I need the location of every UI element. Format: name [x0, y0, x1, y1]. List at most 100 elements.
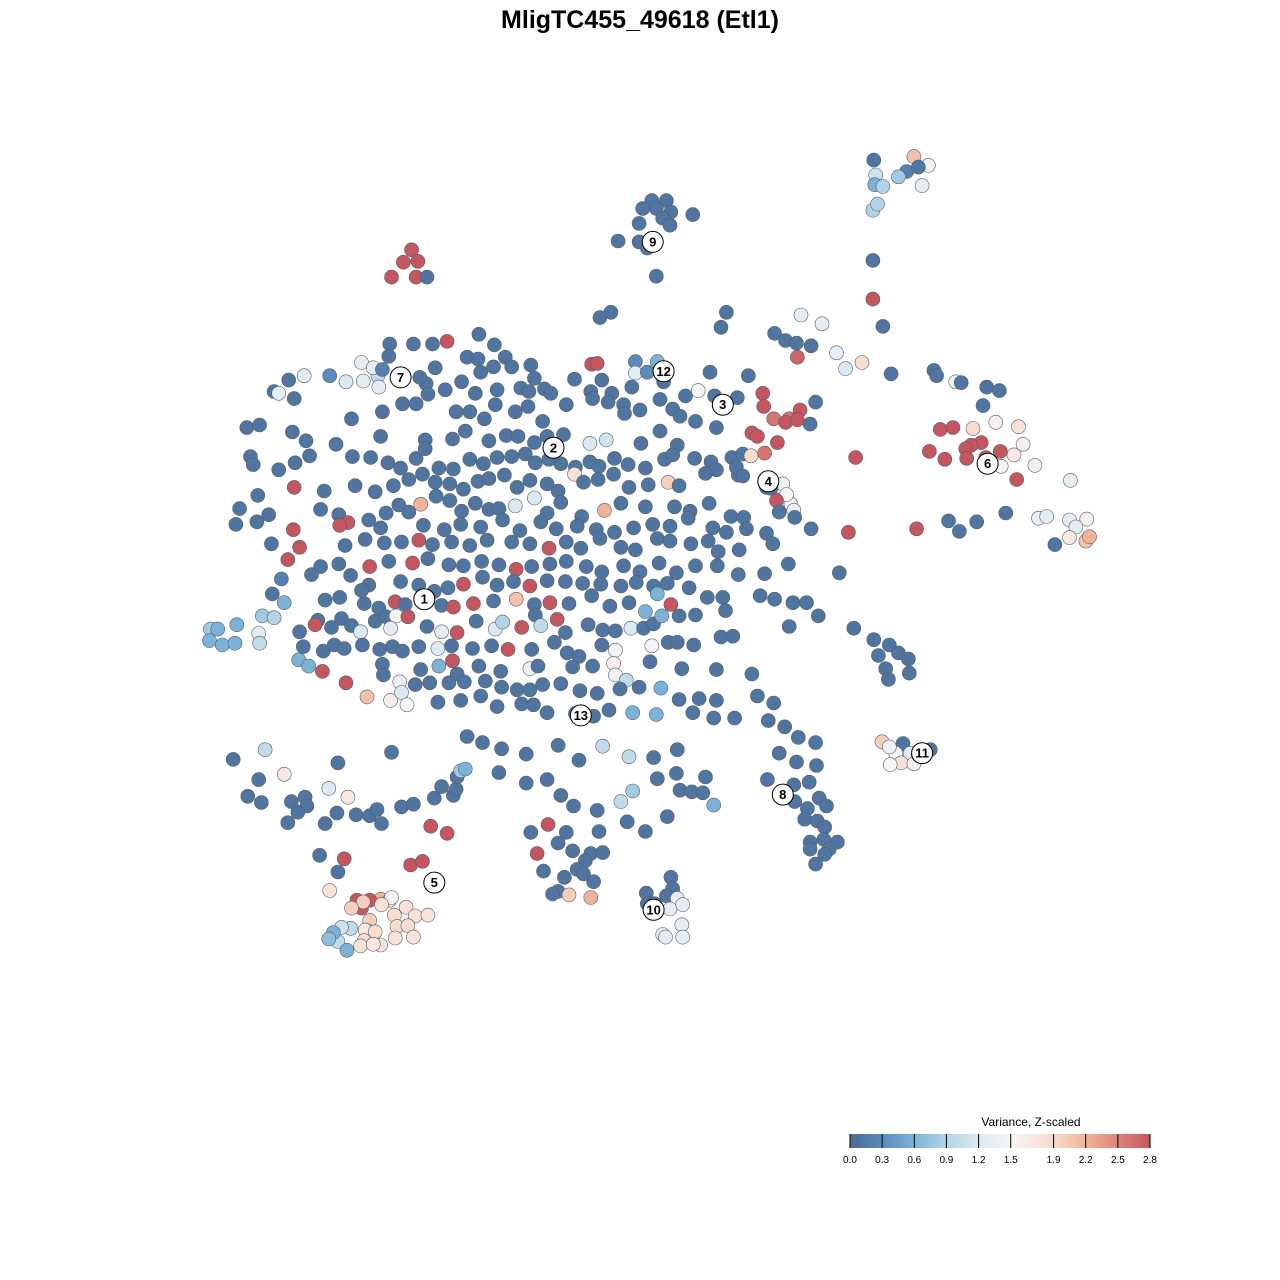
cell-point	[575, 576, 590, 591]
cell-point	[384, 890, 399, 905]
cell-point	[286, 391, 302, 406]
cell-point	[750, 688, 765, 704]
cell-point	[760, 713, 776, 728]
cell-point	[456, 481, 471, 497]
cell-point	[523, 825, 539, 840]
cell-point	[755, 385, 771, 401]
cell-point	[709, 662, 724, 677]
cluster-label: 10	[642, 898, 665, 921]
cell-point	[808, 735, 823, 750]
cell-point	[266, 610, 282, 626]
cell-point	[468, 613, 484, 629]
cell-point	[304, 567, 319, 582]
cell-point	[397, 597, 413, 612]
cell-point	[803, 521, 819, 537]
cell-point	[232, 501, 247, 516]
cell-point	[355, 373, 371, 389]
cell-point	[504, 534, 520, 550]
cell-point	[430, 641, 446, 656]
cell-point	[608, 623, 623, 639]
cell-point	[1047, 537, 1063, 552]
cell-point	[638, 460, 653, 476]
cell-point	[491, 765, 507, 780]
cell-point	[257, 742, 273, 758]
cluster-label-marker	[389, 366, 412, 389]
cell-point	[556, 427, 571, 442]
cell-point	[264, 536, 279, 552]
cell-point	[393, 460, 408, 476]
cell-point	[632, 402, 648, 418]
cell-point	[362, 559, 378, 574]
cell-point	[384, 744, 399, 760]
cell-point	[321, 781, 337, 796]
cell-point	[375, 362, 390, 377]
cell-point	[709, 558, 725, 574]
cell-point	[487, 397, 503, 413]
cell-point	[512, 523, 528, 538]
cell-point	[580, 617, 596, 633]
cell-point	[743, 448, 759, 464]
cell-point	[540, 817, 556, 832]
cell-point	[573, 540, 589, 556]
cell-point	[446, 461, 461, 477]
cell-point	[760, 772, 775, 787]
cell-point	[569, 518, 585, 534]
cell-point	[439, 334, 455, 349]
cell-point	[802, 841, 818, 857]
cell-point	[405, 555, 420, 571]
cell-point	[665, 447, 681, 463]
cell-point	[518, 746, 534, 762]
cell-point	[280, 552, 296, 567]
cell-point	[594, 637, 610, 653]
cell-point	[347, 478, 363, 494]
cell-point	[591, 458, 607, 474]
cell-point	[865, 253, 881, 268]
cluster-label-marker	[569, 704, 592, 727]
cluster-label: 2	[542, 436, 565, 459]
cell-point	[558, 554, 574, 569]
cell-point	[757, 445, 772, 461]
cell-point	[700, 533, 716, 549]
cell-point	[527, 435, 542, 450]
cluster-label: 4	[757, 470, 780, 493]
cell-point	[539, 476, 555, 492]
cell-point	[412, 370, 428, 385]
cell-point	[829, 345, 844, 361]
cell-point	[522, 682, 538, 698]
cell-point	[765, 536, 781, 552]
cell-point	[542, 595, 558, 611]
cell-point	[566, 798, 581, 814]
cell-point	[901, 665, 917, 681]
cell-point	[417, 441, 433, 457]
cell-point	[357, 532, 373, 547]
cell-point	[240, 788, 256, 804]
cell-point	[446, 599, 461, 615]
cell-point	[638, 604, 653, 619]
cell-point	[344, 900, 359, 916]
cell-point	[411, 532, 427, 548]
cell-point	[817, 819, 833, 835]
cell-point	[965, 421, 981, 436]
cell-point	[381, 554, 397, 569]
legend-tick-label: 2.2	[1079, 1155, 1093, 1166]
cell-point	[780, 556, 796, 572]
cell-point	[462, 451, 478, 467]
cell-point	[416, 517, 431, 533]
chart-title: MligTC455_49618 (Etl1)	[501, 6, 779, 34]
cell-point	[625, 705, 641, 721]
cell-point	[831, 565, 847, 581]
cell-point	[830, 834, 845, 850]
cell-point	[445, 653, 460, 669]
legend-tick-label: 1.5	[1004, 1155, 1018, 1166]
cell-point	[399, 697, 415, 713]
cell-point	[683, 536, 699, 552]
cell-point	[312, 847, 327, 863]
cell-point	[626, 520, 641, 536]
cell-point	[415, 854, 430, 869]
cell-point	[750, 429, 765, 444]
cell-point	[454, 374, 469, 390]
cell-point	[550, 835, 566, 851]
cell-point	[239, 420, 255, 435]
cell-point	[771, 504, 787, 520]
cell-point	[384, 269, 399, 285]
